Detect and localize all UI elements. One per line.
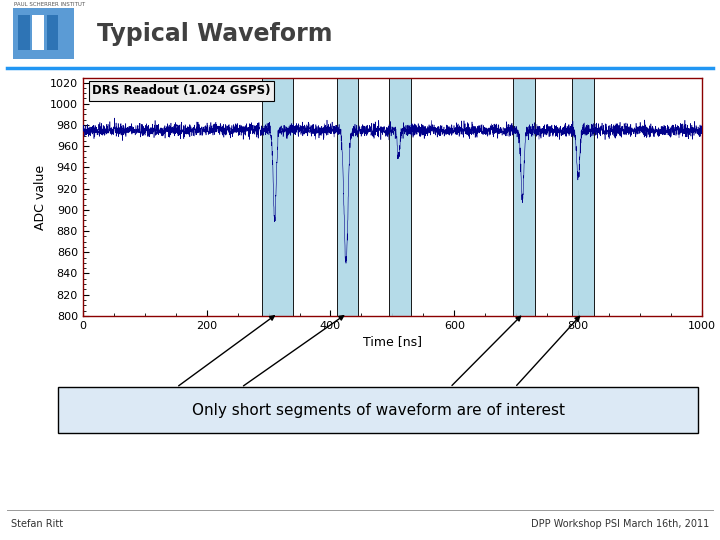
Text: Only short segments of waveform are of interest: Only short segments of waveform are of i… — [192, 403, 564, 418]
Text: DPP Workshop PSI March 16th, 2011: DPP Workshop PSI March 16th, 2011 — [531, 519, 709, 529]
Y-axis label: ADC value: ADC value — [34, 165, 47, 230]
FancyBboxPatch shape — [18, 15, 30, 50]
Bar — [337, 78, 359, 316]
Text: DRS Readout (1.024 GSPS): DRS Readout (1.024 GSPS) — [92, 84, 271, 97]
Bar — [262, 78, 293, 316]
FancyBboxPatch shape — [13, 8, 74, 59]
FancyBboxPatch shape — [47, 15, 58, 50]
Text: Typical Waveform: Typical Waveform — [97, 22, 333, 46]
Bar — [572, 78, 594, 316]
Bar — [390, 78, 411, 316]
Bar — [513, 78, 535, 316]
Text: Stefan Ritt: Stefan Ritt — [11, 519, 63, 529]
FancyBboxPatch shape — [32, 15, 44, 50]
X-axis label: Time [ns]: Time [ns] — [363, 335, 422, 348]
Text: PAUL SCHERRER INSTITUT: PAUL SCHERRER INSTITUT — [14, 2, 85, 6]
